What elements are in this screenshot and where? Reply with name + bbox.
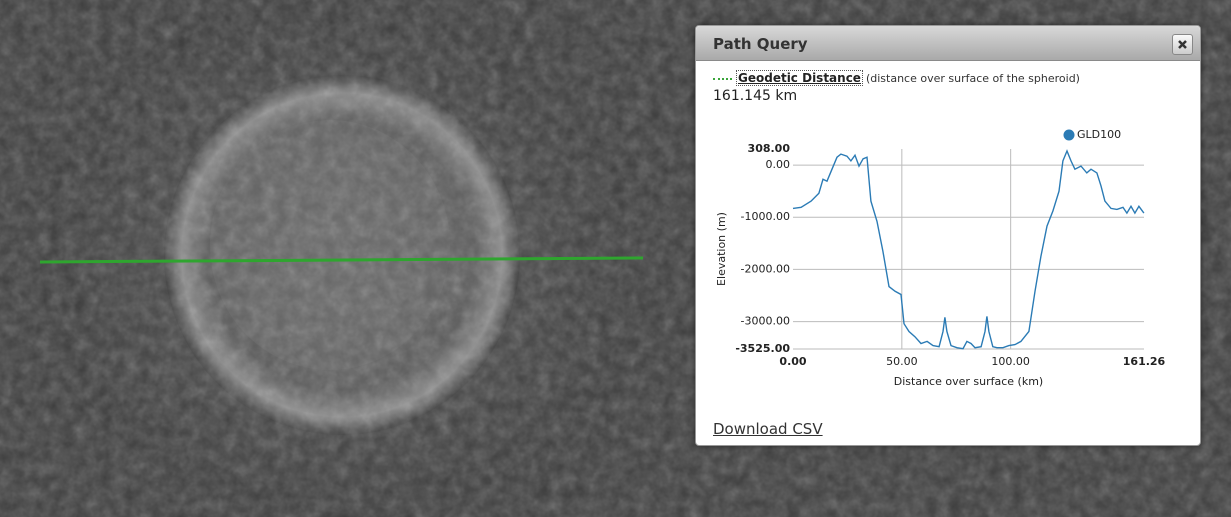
y-axis-label: Elevation (m) xyxy=(715,212,728,286)
x-tick-label: 50.00 xyxy=(886,355,918,368)
panel-header: Path Query xyxy=(696,26,1200,61)
close-icon xyxy=(1178,40,1187,49)
series-line xyxy=(792,149,1145,350)
path-query-panel: 308.00 0.00 -1000.00 -2000.00 -3000.00 -3525.… xyxy=(695,25,1201,446)
x-tick-label: 0.00 xyxy=(779,355,806,368)
profile-chart: 308.00 0.00 -1000.00 -2000.00 -3000.00 -3525.… xyxy=(715,128,1166,388)
y-tick-label: -2000.00 xyxy=(741,262,790,275)
measure-note: (distance over surface of the spheroid) xyxy=(865,72,1080,85)
y-tick-label: 308.00 xyxy=(748,142,791,155)
close-button[interactable] xyxy=(1172,34,1193,55)
y-tick-label: 0.00 xyxy=(766,158,791,171)
panel-title: Path Query xyxy=(713,35,808,53)
x-tick-label: 161.26 xyxy=(1123,355,1166,368)
download-link[interactable]: Download CSV xyxy=(713,420,823,438)
legend-label: GLD100 xyxy=(1077,128,1121,141)
y-tick-label: -3000.00 xyxy=(741,315,790,328)
measure-value: 161.145 km xyxy=(713,88,798,104)
y-tick-label: -3525.00 xyxy=(735,342,790,355)
y-tick-label: -1000.00 xyxy=(741,210,790,223)
x-axis-label: Distance over surface (km) xyxy=(894,375,1043,388)
legend-swatch xyxy=(1063,129,1075,141)
measure-row: Geodetic Distance (distance over surface … xyxy=(713,70,1080,86)
path-line xyxy=(39,256,644,264)
measure-swatch xyxy=(713,77,732,80)
measure-label[interactable]: Geodetic Distance xyxy=(736,70,863,86)
x-tick-label: 100.00 xyxy=(991,355,1030,368)
